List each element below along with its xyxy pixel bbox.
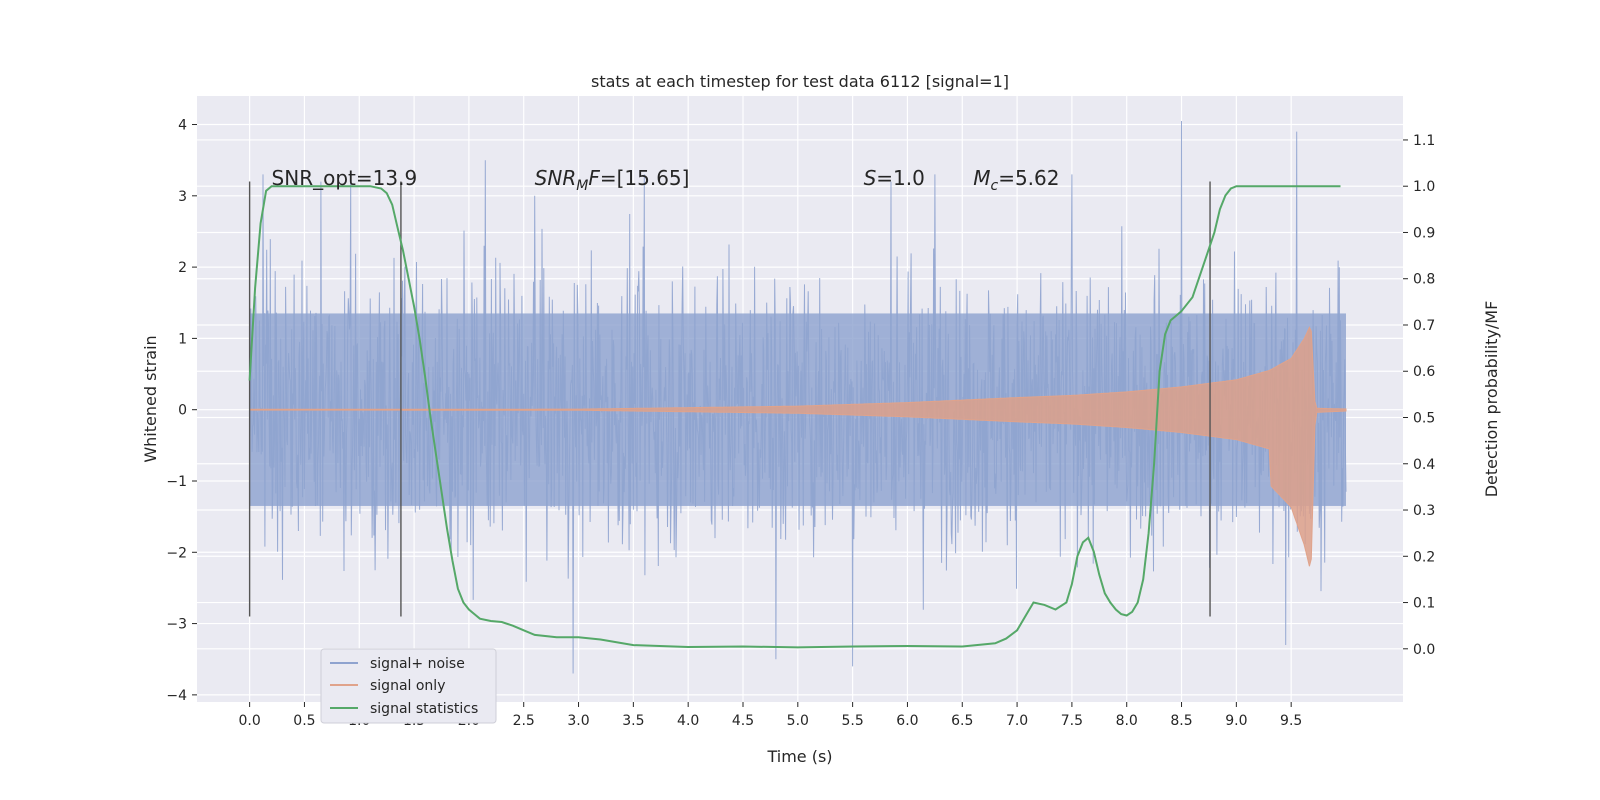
annotation-1: SNRMF=[15.65] [535, 166, 690, 194]
annotation-3: Mc=5.62 [973, 166, 1059, 194]
y2-tick-label: 0.5 [1413, 411, 1435, 427]
signal-only-trace [249, 326, 1347, 567]
y-tick-label: 4 [178, 118, 187, 134]
signal-statistics-series [248, 185, 1341, 649]
vertical-markers [248, 181, 1211, 617]
chart-title: stats at each timestep for test data 611… [591, 72, 1009, 91]
y-tick-label: −2 [166, 545, 187, 561]
x-tick-label: 3.0 [567, 713, 589, 729]
annotations: SNR_opt=13.9 SNRMF=[15.65] S=1.0 Mc=5.62 [272, 166, 1060, 194]
x-tick-label: 6.0 [896, 713, 918, 729]
y-tick-label: −4 [166, 688, 187, 704]
legend-label-stats: signal statistics [370, 701, 478, 717]
x-tick-label: 5.5 [841, 713, 863, 729]
legend-box [320, 648, 497, 724]
x-tick-label: 7.0 [1006, 713, 1028, 729]
y-tick-label: −3 [166, 617, 187, 633]
x-tick-label: 3.5 [622, 713, 644, 729]
x-tick-label: 6.5 [951, 713, 973, 729]
x-tick-label: 8.0 [1116, 713, 1138, 729]
annotation-0: SNR_opt=13.9 [272, 166, 418, 190]
y2-tick-label: 1.1 [1413, 133, 1435, 149]
x-tick-label: 0.0 [238, 713, 260, 729]
y2-tick-label: 0.3 [1413, 503, 1435, 519]
y2-tick-label: 0.2 [1413, 549, 1435, 565]
y2-tick-label: 0.8 [1413, 272, 1435, 288]
y2-tick-label: 0.6 [1413, 364, 1435, 380]
x-tick-label: 9.5 [1280, 713, 1302, 729]
y-tick-label: 2 [178, 260, 187, 276]
y2-tick-label: 0.0 [1413, 642, 1435, 658]
y2-tick-label: 1.0 [1413, 179, 1435, 195]
annotation-2: S=1.0 [864, 166, 925, 190]
axes: 0.00.51.01.52.02.53.03.54.04.55.05.56.06… [166, 118, 1435, 729]
signal-only-series [249, 326, 1347, 567]
legend: signal+ noise signal only signal statist… [320, 648, 497, 724]
x-tick-label: 2.5 [513, 713, 535, 729]
x-axis-label: Time (s) [766, 747, 832, 766]
y-axis-label: Whitened strain [141, 335, 160, 462]
y2-tick-label: 0.1 [1413, 596, 1435, 612]
x-tick-label: 4.0 [677, 713, 699, 729]
y-tick-label: 3 [178, 189, 187, 205]
y-tick-label: 1 [178, 331, 187, 347]
legend-label-noise: signal+ noise [370, 656, 465, 672]
x-tick-label: 7.5 [1061, 713, 1083, 729]
x-tick-label: 9.0 [1225, 713, 1247, 729]
x-tick-label: 0.5 [293, 713, 315, 729]
y2-tick-label: 0.9 [1413, 225, 1435, 241]
x-tick-label: 4.5 [732, 713, 754, 729]
x-tick-label: 5.0 [787, 713, 809, 729]
y-tick-label: −1 [166, 474, 187, 490]
legend-label-signal: signal only [370, 678, 445, 694]
x-tick-label: 8.5 [1170, 713, 1192, 729]
y2-tick-label: 0.7 [1413, 318, 1435, 334]
y2-tick-label: 0.4 [1413, 457, 1435, 473]
y-tick-label: 0 [178, 403, 187, 419]
signal-statistics-line [248, 185, 1341, 649]
y2-axis-label: Detection probability/MF [1482, 301, 1501, 498]
